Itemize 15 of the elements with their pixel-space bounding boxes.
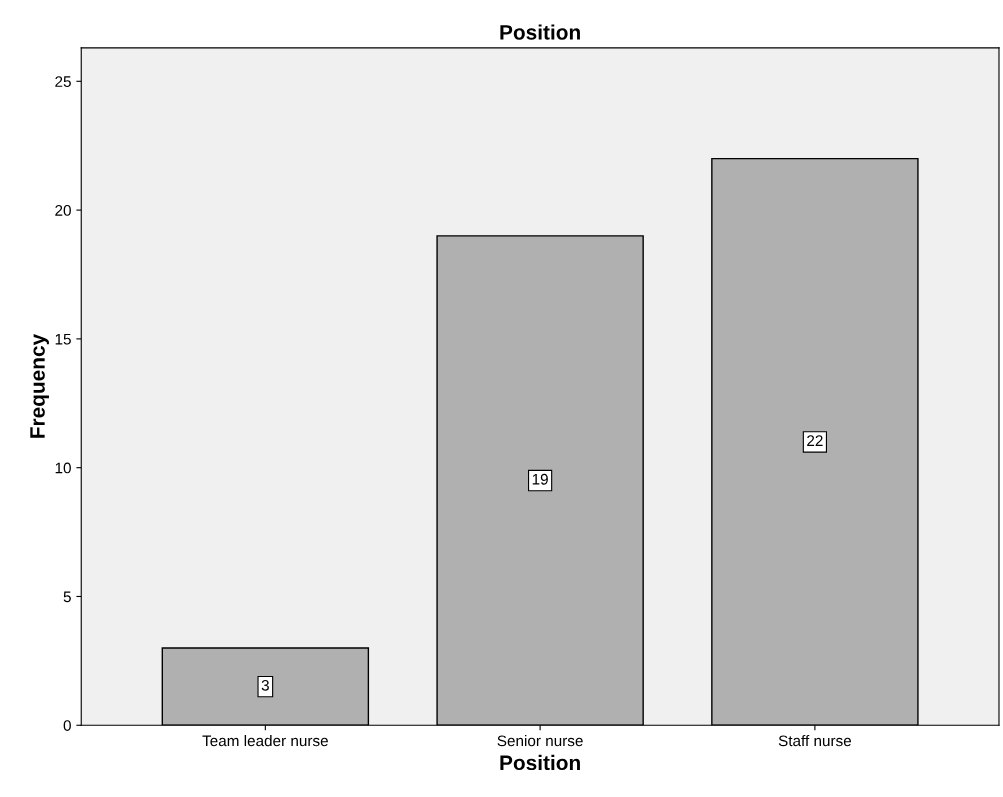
y-tick-label: 5 [63,591,71,603]
y-tick-label: 20 [55,204,71,216]
x-axis-title: Position [500,754,580,771]
y-tick-label: 15 [55,333,71,345]
chart-title: Position [500,24,580,40]
y-tick-label: 10 [55,462,71,474]
y-tick-label: 0 [63,720,71,731]
data-label: 19 [532,473,548,485]
x-tick-label: Senior nurse [497,734,583,747]
y-tick-label: 25 [55,76,71,87]
data-label: 22 [807,435,823,446]
y-axis-title: Frequency [30,333,49,438]
x-tick-label: Staff nurse [778,735,852,747]
data-label: 3 [261,679,269,691]
x-tick-label: Team leader nurse [202,734,328,747]
